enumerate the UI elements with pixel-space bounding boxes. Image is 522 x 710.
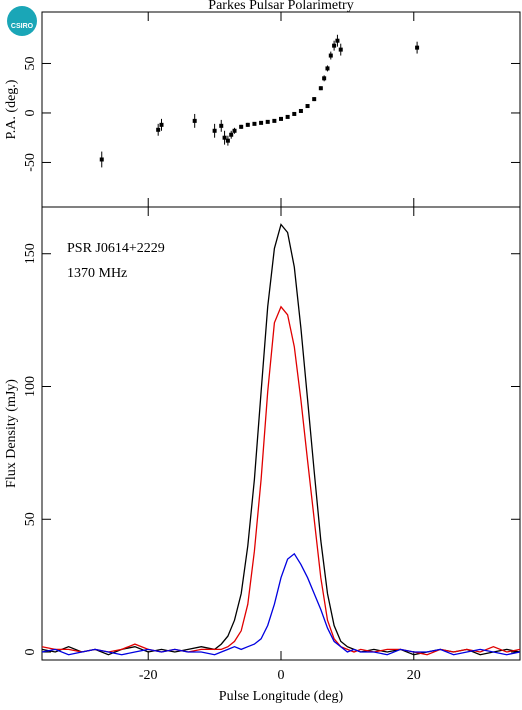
- point: [328, 53, 333, 58]
- point: [338, 47, 343, 52]
- y-tick-label: -50: [23, 153, 38, 172]
- point: [219, 123, 224, 128]
- point: [245, 122, 250, 127]
- point: [279, 116, 283, 121]
- logo-badge: [7, 6, 37, 36]
- point: [318, 86, 323, 91]
- point: [312, 97, 317, 102]
- series-line: [41, 305, 521, 656]
- y-tick-label: 0: [23, 649, 38, 656]
- x-tick-label: 0: [278, 668, 285, 683]
- y-tick-label: 50: [23, 56, 38, 70]
- point: [415, 45, 420, 50]
- series-line: [41, 223, 521, 656]
- point: [192, 118, 197, 123]
- point: [298, 108, 303, 113]
- y-axis-label: P.A. (deg.): [4, 79, 19, 139]
- point: [225, 138, 230, 143]
- point: [335, 38, 340, 43]
- y-tick-label: 100: [23, 376, 38, 397]
- series-line: [41, 552, 521, 656]
- plot-frame: [41, 11, 521, 208]
- annotation: PSR J0614+2229: [67, 241, 165, 256]
- point: [239, 124, 244, 129]
- point: [265, 119, 270, 124]
- x-tick-label: 20: [407, 668, 421, 683]
- point: [325, 66, 330, 71]
- x-axis-label: Pulse Longitude (deg): [219, 689, 344, 704]
- point: [322, 76, 327, 81]
- y-tick-label: 0: [23, 109, 38, 116]
- point: [159, 122, 164, 127]
- point: [156, 127, 161, 132]
- point: [285, 114, 290, 119]
- point: [232, 128, 237, 133]
- y-axis-label: Flux Density (mJy): [4, 379, 19, 488]
- point: [332, 43, 337, 48]
- y-tick-label: 150: [23, 243, 38, 264]
- point: [272, 118, 277, 123]
- annotation: 1370 MHz: [67, 266, 127, 281]
- point: [99, 157, 104, 162]
- point: [305, 104, 310, 109]
- x-tick-label: -20: [139, 668, 158, 683]
- point: [292, 111, 297, 116]
- point: [259, 120, 264, 125]
- logo: CSIRO: [11, 23, 34, 30]
- chart-title: Parkes Pulsar Polarimetry: [208, 0, 353, 13]
- point: [222, 135, 227, 140]
- y-tick-label: 50: [23, 512, 38, 526]
- point: [212, 128, 217, 133]
- point: [229, 132, 234, 137]
- point: [252, 121, 257, 126]
